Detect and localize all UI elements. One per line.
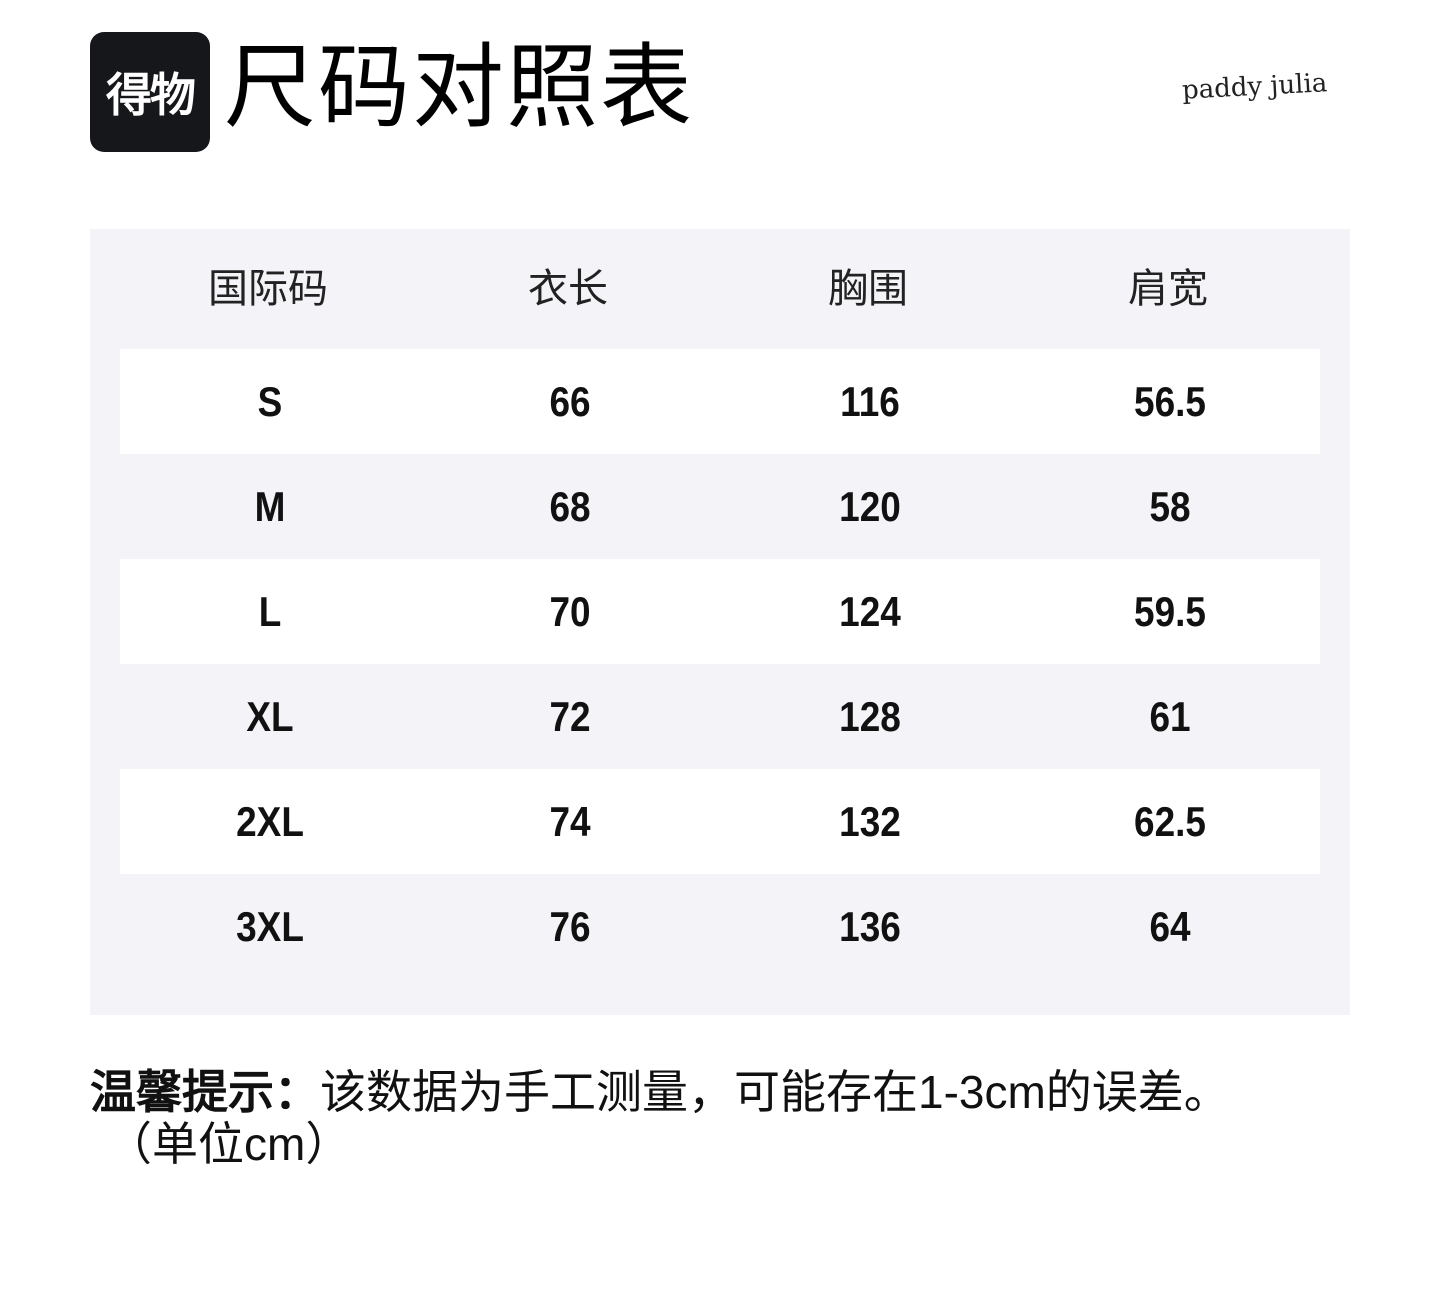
cell-size: M <box>254 483 286 530</box>
cell-length: 68 <box>549 483 591 530</box>
column-header-size: 国际码 <box>208 267 328 311</box>
cell-size: 3XL <box>236 903 304 950</box>
cell-size: S <box>257 378 283 425</box>
cell-length: 76 <box>549 903 591 950</box>
unit-note: （单位cm） <box>106 1118 352 1170</box>
cell-length: 70 <box>549 588 591 635</box>
table-row: L 70 124 59.5 <box>120 559 1320 664</box>
cell-shoulder: 61 <box>1149 693 1191 740</box>
cell-length: 72 <box>549 693 591 740</box>
brand-name: paddy julia <box>1181 68 1329 106</box>
cell-size: L <box>258 588 282 635</box>
cell-shoulder: 58 <box>1149 483 1191 530</box>
tip-label: 温馨提示： <box>90 1066 320 1118</box>
table-row: 3XL 76 136 64 <box>120 874 1320 979</box>
column-header-chest: 胸围 <box>828 267 908 311</box>
table-header: 国际码 衣长 胸围 肩宽 <box>118 259 1318 319</box>
cell-chest: 124 <box>839 588 901 635</box>
cell-chest: 136 <box>839 903 901 950</box>
page-title: 尺码对照表 <box>224 37 695 139</box>
tip-note: 温馨提示：该数据为手工测量，可能存在1-3cm的误差。 <box>90 1066 1230 1118</box>
cell-length: 74 <box>549 798 591 845</box>
column-header-length: 衣长 <box>528 267 608 311</box>
cell-size: XL <box>246 693 294 740</box>
cell-shoulder: 59.5 <box>1134 588 1206 635</box>
cell-shoulder: 62.5 <box>1134 798 1206 845</box>
cell-size: 2XL <box>236 798 304 845</box>
cell-chest: 128 <box>839 693 901 740</box>
cell-chest: 120 <box>839 483 901 530</box>
table-row: 2XL 74 132 62.5 <box>120 769 1320 874</box>
cell-shoulder: 56.5 <box>1134 378 1206 425</box>
cell-chest: 116 <box>840 378 900 425</box>
table-row: XL 72 128 61 <box>120 664 1320 769</box>
table-row: S 66 116 56.5 <box>120 349 1320 454</box>
table-body: S 66 116 56.5 M 68 120 58 L 70 124 59.5 XL 72 128 61 2XL… <box>120 349 1320 979</box>
tip-text: 该数据为手工测量，可能存在1-3cm的误差。 <box>320 1066 1230 1118</box>
column-header-shoulder: 肩宽 <box>1128 267 1208 311</box>
table-row: M 68 120 58 <box>120 454 1320 559</box>
size-chart-table: 国际码 衣长 胸围 肩宽 S 66 116 56.5 M 68 120 58 L 70 124 59.… <box>90 229 1350 1015</box>
cell-chest: 132 <box>839 798 901 845</box>
dewu-logo: 得物 <box>90 32 210 152</box>
cell-shoulder: 64 <box>1149 903 1191 950</box>
cell-length: 66 <box>549 378 591 425</box>
